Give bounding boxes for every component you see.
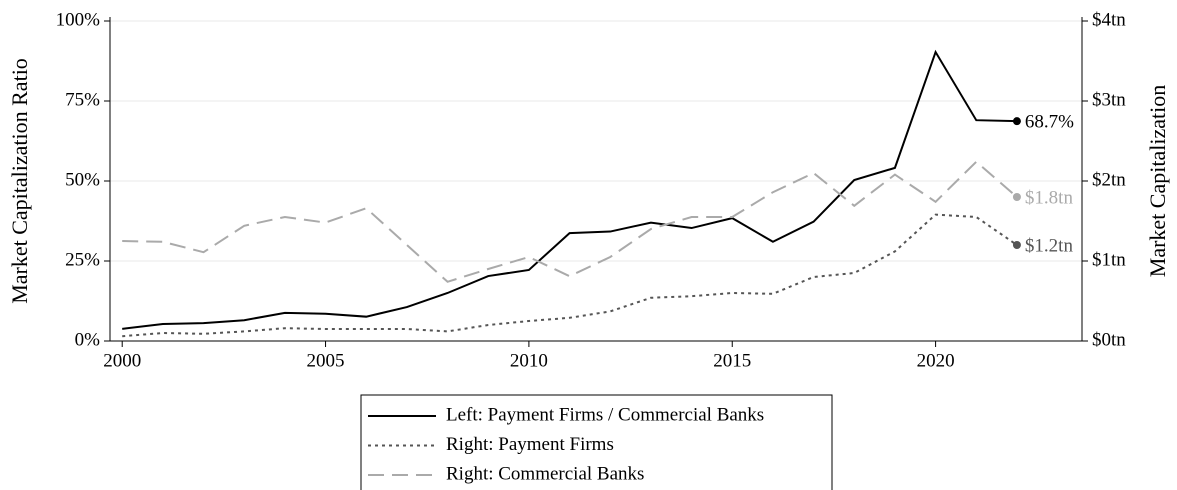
value-label: 68.7% <box>1025 112 1074 133</box>
y2-axis-title: Market Capitalization <box>1145 85 1170 277</box>
end-marker <box>1012 117 1021 126</box>
x-tick-label: 2010 <box>510 350 548 371</box>
legend-box <box>360 394 833 490</box>
y-tick-label: 100% <box>56 9 101 30</box>
x-tick-label: 2020 <box>917 350 955 371</box>
end-marker <box>1012 241 1021 249</box>
value-label: $1.8tn <box>1025 187 1074 208</box>
x-tick-label: 2015 <box>713 350 751 371</box>
series-line <box>122 213 1018 338</box>
y2-tick-label: $0tn <box>1092 329 1126 350</box>
series-line <box>122 49 1017 330</box>
x-tick-label: 2005 <box>307 350 345 371</box>
legend-label: Left: Payment Firms / Commercial Banks <box>446 404 764 425</box>
y2-tick-label: $2tn <box>1092 169 1126 190</box>
y2-tick-label: $3tn <box>1092 89 1126 110</box>
y-tick-label: 75% <box>65 89 100 110</box>
y-tick-label: 0% <box>75 329 101 350</box>
y2-tick-label: $4tn <box>1092 9 1126 30</box>
series-line <box>122 160 1018 283</box>
y-axis-title: Market Capitalization Ratio <box>7 58 32 304</box>
legend-label: Right: Payment Firms <box>446 434 614 455</box>
y-tick-label: 50% <box>65 169 100 190</box>
end-marker <box>1012 193 1021 201</box>
y2-tick-label: $1tn <box>1092 249 1126 270</box>
y-tick-label: 25% <box>65 249 100 270</box>
legend-label: Right: Commercial Banks <box>446 463 644 484</box>
x-tick-label: 2000 <box>103 350 141 371</box>
value-label: $1.2tn <box>1025 235 1074 256</box>
